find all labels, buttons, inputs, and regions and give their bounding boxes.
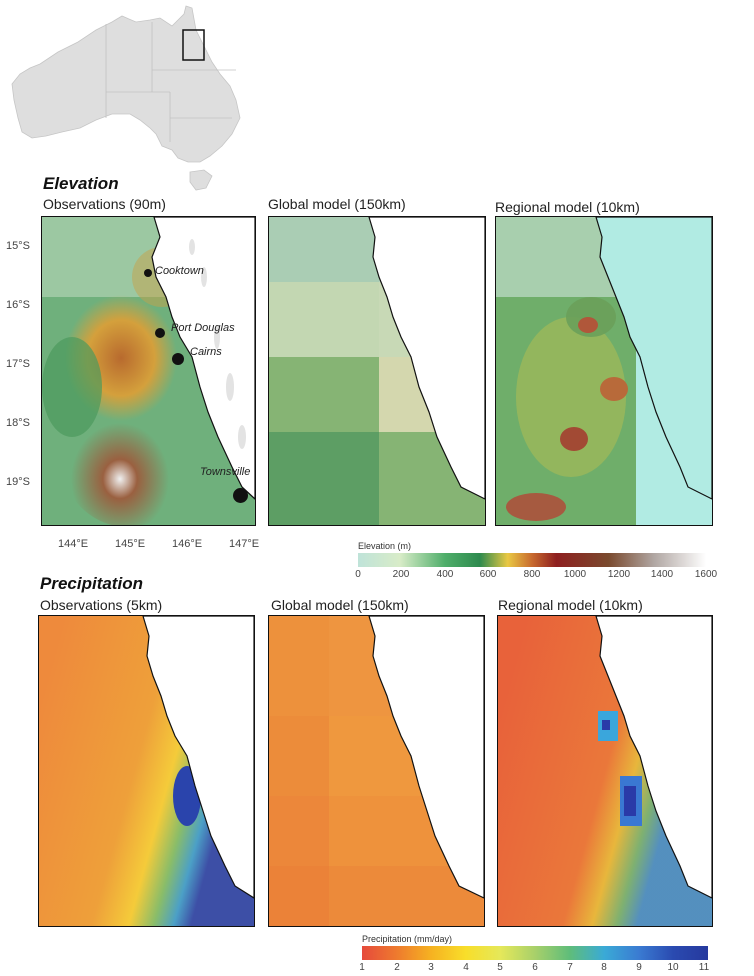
lat-tick: 18°S — [6, 417, 30, 429]
precipitation-section-title: Precipitation — [40, 574, 143, 593]
precip-cb-tick: 9 — [636, 962, 642, 973]
port-douglas-label: Port Douglas — [171, 322, 235, 334]
lat-tick: 16°S — [6, 299, 30, 311]
lon-tick: 145°E — [115, 538, 146, 550]
precip-cb-tick: 5 — [497, 962, 503, 973]
elevation-section-title: Elevation — [43, 174, 119, 193]
tasmania — [189, 169, 213, 191]
coastline-sea — [142, 616, 254, 899]
precip-cb-tick: 8 — [601, 962, 607, 973]
lat-tick: 17°S — [6, 358, 30, 370]
australia-mainland — [11, 5, 241, 163]
precip-cb-tick: 3 — [428, 962, 434, 973]
elevation-regional-model-map — [495, 216, 713, 526]
port-douglas-marker — [155, 328, 165, 338]
lon-tick: 144°E — [58, 538, 89, 550]
precip-global-title: Global model (150km) — [271, 597, 409, 613]
precip-cb-tick: 2 — [394, 962, 400, 973]
coastline-sea — [595, 616, 712, 899]
precip-cb-tick: 7 — [567, 962, 573, 973]
elev-cb-tick: 800 — [523, 569, 541, 580]
precip-cb-tick: 11 — [698, 962, 710, 973]
precipitation-colorbar — [362, 946, 708, 960]
state-borders — [105, 22, 236, 142]
precipitation-regional-model-map — [497, 615, 713, 927]
precip-cb-tick: 10 — [667, 962, 679, 973]
precipitation-colorbar-title: Precipitation (mm/day) — [362, 934, 453, 944]
precip-cb-tick: 6 — [532, 962, 538, 973]
townsville-label: Townsville — [200, 466, 251, 478]
lon-tick: 147°E — [229, 538, 260, 550]
elev-global-title: Global model (150km) — [268, 196, 406, 212]
townsville-marker — [233, 488, 248, 503]
elev-cb-tick: 0 — [355, 569, 361, 580]
australia-locator-map — [11, 5, 241, 191]
elevation-global-model-map — [268, 216, 486, 526]
coastline-sea — [368, 217, 485, 500]
precipitation-observations-map — [38, 615, 255, 927]
elev-cb-tick: 1200 — [607, 569, 631, 580]
lat-tick: 15°S — [6, 240, 30, 252]
coastline-sea — [368, 616, 484, 899]
cairns-marker — [172, 353, 184, 365]
precip-cb-tick: 4 — [463, 962, 469, 973]
cairns-label: Cairns — [190, 346, 222, 358]
elev-cb-tick: 1400 — [650, 569, 674, 580]
elev-obs-title: Observations (90m) — [43, 196, 166, 212]
coastline-sea — [151, 217, 255, 500]
lon-tick: 146°E — [172, 538, 203, 550]
elev-cb-tick: 1600 — [694, 569, 718, 580]
reefs — [189, 239, 246, 449]
coastline-sea — [595, 217, 712, 500]
precip-cb-tick: 1 — [359, 962, 365, 973]
elev-cb-tick: 400 — [436, 569, 454, 580]
elevation-colorbar — [358, 553, 706, 567]
elev-cb-tick: 600 — [479, 569, 497, 580]
precip-regional-title: Regional model (10km) — [498, 597, 643, 613]
study-area-box — [182, 29, 205, 61]
cooktown-label: Cooktown — [155, 265, 204, 277]
elevation-colorbar-title: Elevation (m) — [358, 541, 412, 551]
lat-tick: 19°S — [6, 476, 30, 488]
elev-cb-tick: 1000 — [563, 569, 587, 580]
cooktown-marker — [144, 269, 152, 277]
precip-obs-title: Observations (5km) — [40, 597, 163, 613]
precipitation-global-model-map — [268, 615, 485, 927]
elev-regional-title: Regional model (10km) — [495, 199, 640, 215]
elev-cb-tick: 200 — [392, 569, 410, 580]
elevation-observations-map — [41, 216, 256, 526]
